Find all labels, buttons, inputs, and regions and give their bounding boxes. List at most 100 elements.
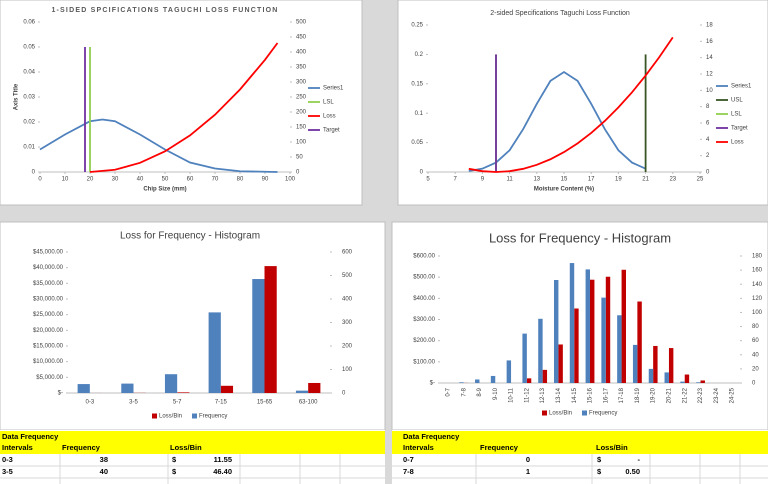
legend-label: Target (731, 126, 748, 132)
x-tick-label: 18-19 (635, 387, 641, 403)
y2-tick-label: 10 (706, 88, 713, 94)
bar (308, 382, 321, 393)
legend-label: Target (323, 128, 340, 134)
y2-tick-label: 300 (342, 320, 353, 326)
panel (397, 0, 768, 206)
table-cell: 38 (100, 455, 108, 464)
bar (684, 374, 690, 383)
y-tick-label: 0 (420, 170, 424, 176)
table-header: Loss/Bin (596, 443, 628, 452)
legend-label: Frequency (199, 414, 227, 420)
y-tick-label: 0 (32, 170, 36, 176)
x-axis-title: Chip Size (mm) (143, 187, 186, 193)
table-cell: 3-5 (2, 467, 13, 476)
legend-swatch (582, 410, 587, 416)
x-tick-label: 13-14 (556, 387, 562, 403)
x-tick-label: 5-7 (173, 400, 182, 406)
bar (526, 378, 532, 383)
y2-tick-label: 500 (342, 273, 353, 279)
table-title: Data Frequency (2, 432, 59, 441)
y2-tick-label: 160 (752, 268, 763, 274)
y-tick-label: $15,000.00 (33, 344, 64, 350)
x-tick-label: 9 (481, 177, 485, 183)
y2-tick-label: 50 (296, 155, 303, 161)
table-cell: 11.55 (214, 455, 232, 464)
legend-label: USL (731, 98, 743, 104)
bar (632, 344, 638, 383)
bar (121, 383, 134, 393)
y-tick-label: 0.03 (23, 95, 35, 101)
legend-label: Loss/Bin (159, 414, 182, 420)
y-tick-label: $45,000.00 (33, 250, 64, 256)
table-header: Frequency (62, 443, 101, 452)
x-tick-label: 11 (506, 177, 513, 183)
bar (77, 384, 90, 393)
table-header: Loss/Bin (170, 443, 202, 452)
y2-tick-label: 18 (706, 23, 713, 29)
y2-tick-label: 0 (342, 391, 346, 397)
x-tick-label: 15-16 (588, 387, 594, 403)
x-tick-label: 90 (262, 177, 269, 183)
bar (617, 315, 622, 383)
x-tick-label: 23-24 (714, 387, 720, 403)
bar (506, 360, 512, 383)
x-tick-label: 10-11 (509, 387, 515, 403)
series-line (468, 70, 646, 172)
legend-label: Loss (323, 114, 336, 120)
bar (585, 269, 590, 383)
y-tick-label: $100.00 (413, 359, 435, 365)
y2-tick-label: 0 (752, 381, 756, 387)
y2-tick-label: 600 (342, 250, 353, 256)
panel (0, 221, 386, 431)
table-title: Data Frequency (403, 432, 460, 441)
y-tick-label: 0.05 (411, 140, 423, 146)
y-tick-label: $30,000.00 (33, 297, 64, 303)
table-header: Frequency (480, 443, 519, 452)
table-cell: - (638, 455, 641, 464)
y2-tick-label: 6 (706, 121, 710, 127)
y2-tick-label: 100 (342, 367, 353, 373)
y2-tick-label: 150 (296, 125, 307, 131)
y-axis-title: Axis Title (14, 83, 20, 110)
x-tick-label: 22-23 (698, 387, 704, 403)
bar (664, 372, 669, 383)
y2-tick-label: 500 (296, 20, 307, 26)
y-tick-label: 0.01 (23, 145, 35, 151)
x-tick-label: 7 (454, 177, 458, 183)
bar (648, 368, 654, 383)
bar (220, 385, 234, 393)
y-tick-label: $10,000.00 (33, 359, 64, 365)
chart-title: 2-sided Specifications Taguchi Loss Func… (490, 10, 630, 17)
x-tick-label: 24-25 (730, 387, 736, 403)
y-tick-label: $20,000.00 (33, 328, 64, 334)
x-tick-label: 0 (38, 177, 42, 183)
table-cell: 40 (100, 467, 108, 476)
x-tick-label: 8-9 (477, 387, 483, 396)
y2-tick-label: 60 (752, 338, 759, 344)
bar (522, 333, 527, 383)
y-tick-label: $500.00 (413, 275, 435, 281)
bar (605, 276, 611, 383)
table-cell: 46.40 (213, 467, 232, 476)
x-tick-label: 7-8 (461, 387, 467, 396)
bar (475, 379, 480, 383)
y-tick-label: $600.00 (413, 254, 435, 260)
y2-tick-label: 12 (706, 72, 713, 78)
y-tick-label: $25,000.00 (33, 312, 64, 318)
table-header-fill (0, 431, 385, 454)
y-tick-label: 0.1 (415, 111, 424, 117)
bar (542, 369, 548, 383)
y2-tick-label: 200 (296, 110, 307, 116)
table-cell: $ (172, 467, 177, 476)
y2-tick-label: 300 (296, 80, 307, 86)
table-header: Intervals (2, 443, 33, 452)
x-tick-label: 15 (561, 177, 568, 183)
bar (574, 308, 579, 383)
x-tick-label: 70 (212, 177, 219, 183)
legend-label: Frequency (589, 411, 617, 417)
bar (590, 279, 595, 383)
y2-tick-label: 40 (752, 352, 759, 358)
bar (164, 374, 178, 393)
x-tick-label: 13 (533, 177, 540, 183)
